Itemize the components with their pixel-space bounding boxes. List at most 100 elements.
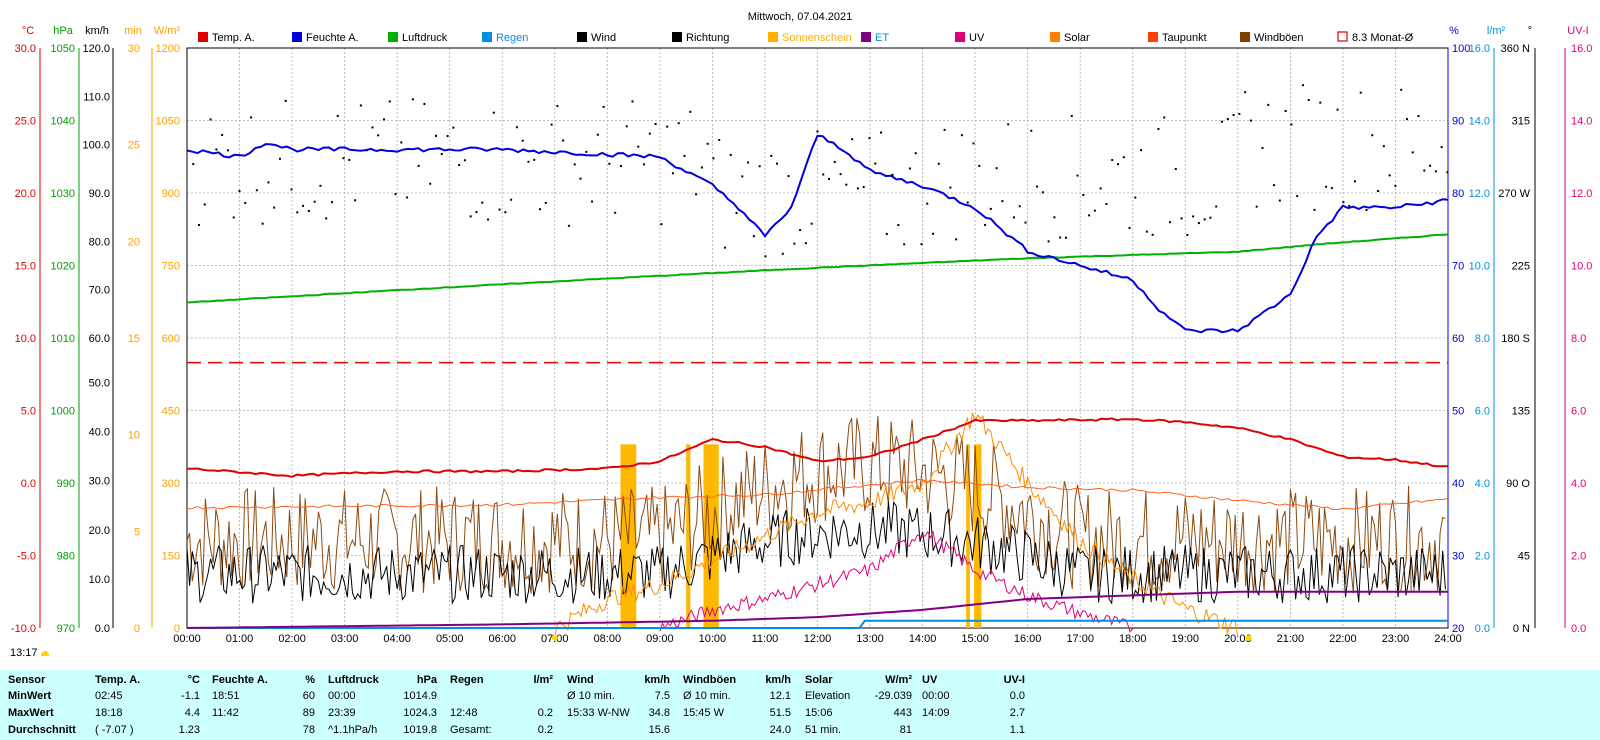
- hum-tick: 30: [1452, 551, 1464, 563]
- solar-tick: 900: [162, 188, 180, 200]
- stats-col-time: 00:00: [922, 690, 950, 702]
- sun-tick: 15: [128, 333, 140, 345]
- wind-tick: 80.0: [89, 236, 110, 248]
- direction-dot: [562, 139, 565, 142]
- direction-dot: [1180, 217, 1183, 220]
- direction-dot: [1105, 203, 1108, 206]
- direction-dot: [1394, 184, 1397, 187]
- legend-swatch: [577, 32, 587, 42]
- direction-dot: [1377, 190, 1380, 193]
- direction-dot: [250, 116, 253, 119]
- direction-dot: [648, 132, 651, 135]
- direction-dot: [718, 138, 721, 141]
- stats-col-value: 89: [302, 707, 315, 719]
- direction-dot: [1064, 236, 1067, 239]
- direction-dot: [307, 209, 310, 212]
- direction-dot: [937, 162, 940, 165]
- direction-dot: [683, 154, 686, 157]
- direction-dot: [1122, 156, 1125, 159]
- direction-dot: [325, 217, 328, 220]
- time-tick: 05:00: [436, 633, 464, 645]
- direction-dot: [487, 218, 490, 221]
- stats-col-head: Solar: [805, 674, 833, 686]
- stats-row-label: MaxWert: [8, 707, 54, 719]
- stats-col-value: 1024.3: [403, 707, 437, 719]
- solar-unit: W/m²: [154, 25, 181, 37]
- direction-dot: [406, 196, 409, 199]
- stats-col-value: 2.7: [1009, 707, 1025, 719]
- direction-dot: [1082, 194, 1085, 197]
- press-tick: 1000: [51, 406, 75, 418]
- direction-dot: [845, 183, 848, 186]
- press-tick: 980: [57, 551, 75, 563]
- stats-col-time: 12:48: [450, 707, 478, 719]
- direction-dot: [244, 201, 247, 204]
- direction-dot: [1197, 222, 1200, 225]
- sun-tick: 5: [134, 526, 140, 538]
- uv-tick: 10.0: [1571, 261, 1592, 273]
- rain-tick: 2.0: [1475, 551, 1490, 563]
- legend-label: Feuchte A.: [306, 32, 359, 44]
- stats-col-value: 1.1: [1009, 724, 1025, 736]
- direction-dot: [1411, 151, 1414, 154]
- direction-dot: [359, 104, 362, 107]
- temp-tick: 15.0: [15, 261, 36, 273]
- direction-dot: [712, 157, 715, 160]
- stats-col-time: 15:45 W: [683, 707, 724, 719]
- temp-unit: °C: [22, 25, 34, 37]
- legend-swatch: [768, 32, 778, 42]
- press-tick: 1020: [51, 261, 75, 273]
- stats-col-value: 78: [302, 724, 315, 736]
- direction-dot: [515, 126, 518, 129]
- direction-dot: [1140, 149, 1143, 152]
- direction-dot: [1405, 118, 1408, 121]
- stats-col-unit: hPa: [416, 674, 437, 686]
- stats-col-time: Elevation: [805, 690, 851, 702]
- legend-item: Luftdruck: [388, 32, 448, 44]
- direction-dot: [851, 138, 854, 141]
- stats-col-value: 24.0: [769, 724, 791, 736]
- hum-tick: 50: [1452, 406, 1464, 418]
- direction-dot: [434, 134, 437, 137]
- stats-col-time: 18:18: [95, 707, 123, 719]
- direction-dot: [949, 186, 952, 189]
- stats-col-value: 1014.9: [403, 690, 437, 702]
- legend-label: Regen: [496, 32, 528, 44]
- time-tick: 18:00: [1119, 633, 1147, 645]
- uv-tick: 12.0: [1571, 188, 1592, 200]
- direction-dot: [382, 118, 385, 121]
- hum-tick: 20: [1452, 623, 1464, 635]
- stats-col-head: Luftdruck: [328, 674, 379, 686]
- legend-label: Sonnenschein: [782, 32, 852, 44]
- direction-dot: [1099, 187, 1102, 190]
- legend-swatch: [861, 32, 871, 42]
- legend-item: Windböen: [1240, 32, 1304, 44]
- stats-row-label: MinWert: [8, 690, 52, 702]
- direction-dot: [700, 166, 703, 169]
- stats-col-value: 12.1: [769, 690, 791, 702]
- time-tick: 20:00: [1224, 633, 1252, 645]
- solar-tick: 150: [162, 551, 180, 563]
- direction-dot: [1012, 216, 1015, 219]
- time-tick: 08:00: [594, 633, 622, 645]
- direction-dot: [521, 139, 524, 142]
- direction-dot: [932, 232, 935, 235]
- direction-dot: [1157, 127, 1160, 130]
- direction-dot: [388, 100, 391, 103]
- stats-table: Sensor MinWert MaxWert Durchschnitt Temp. A.…: [0, 670, 1600, 740]
- hum-tick: 40: [1452, 478, 1464, 490]
- stats-col-value: 81: [899, 724, 912, 736]
- direction-dot: [596, 133, 599, 136]
- direction-dot: [1134, 196, 1137, 199]
- direction-dot: [1007, 123, 1010, 126]
- press-unit: hPa: [53, 25, 73, 37]
- uv-tick: 6.0: [1571, 406, 1586, 418]
- direction-dot: [1353, 180, 1356, 183]
- direction-dot: [926, 202, 929, 205]
- direction-dot: [978, 164, 981, 167]
- dir-tick: 135: [1512, 406, 1530, 418]
- sunshine-bar: [974, 444, 982, 628]
- stats-col-value: 0.0: [1009, 690, 1025, 702]
- direction-dot: [226, 149, 229, 152]
- direction-dot: [955, 238, 958, 241]
